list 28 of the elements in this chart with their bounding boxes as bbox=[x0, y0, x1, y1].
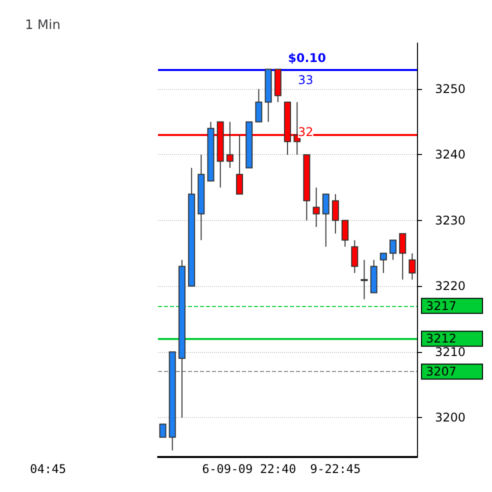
text: 1 Min bbox=[25, 18, 60, 33]
y-tick-label: 3220 bbox=[435, 279, 466, 294]
annotation: 33 bbox=[298, 73, 314, 87]
ref-line-label: 3207 bbox=[426, 364, 457, 379]
candlestick bbox=[390, 240, 397, 260]
candlestick bbox=[255, 88, 262, 122]
y-tick-label: 3250 bbox=[435, 82, 466, 96]
candlestick bbox=[399, 233, 406, 280]
y-tick-label: 3210 bbox=[435, 344, 466, 359]
y-tick-label: 3240 bbox=[435, 148, 466, 162]
candlestick bbox=[360, 259, 368, 300]
candlestick bbox=[332, 194, 339, 234]
x-tick-label: 6-09-09 22:40 bbox=[202, 462, 296, 476]
ref-line-label: 3212 bbox=[426, 332, 457, 346]
annotation: 32 bbox=[298, 125, 314, 139]
x-tick-label: 9-22:45 bbox=[310, 462, 361, 476]
candlestick bbox=[408, 252, 416, 280]
y-tick-label: 3230 bbox=[435, 213, 466, 228]
candlestick bbox=[380, 252, 387, 274]
annotation: $0.10 bbox=[288, 51, 326, 65]
candlestick bbox=[312, 187, 320, 228]
candlestick bbox=[159, 424, 166, 438]
candlestick bbox=[342, 220, 349, 248]
y-tick-label: 3200 bbox=[435, 410, 466, 425]
text: 04:45 bbox=[30, 462, 66, 476]
ref-line-label: 3217 bbox=[426, 298, 457, 313]
candlestick bbox=[351, 240, 358, 274]
candlestick bbox=[322, 194, 330, 248]
